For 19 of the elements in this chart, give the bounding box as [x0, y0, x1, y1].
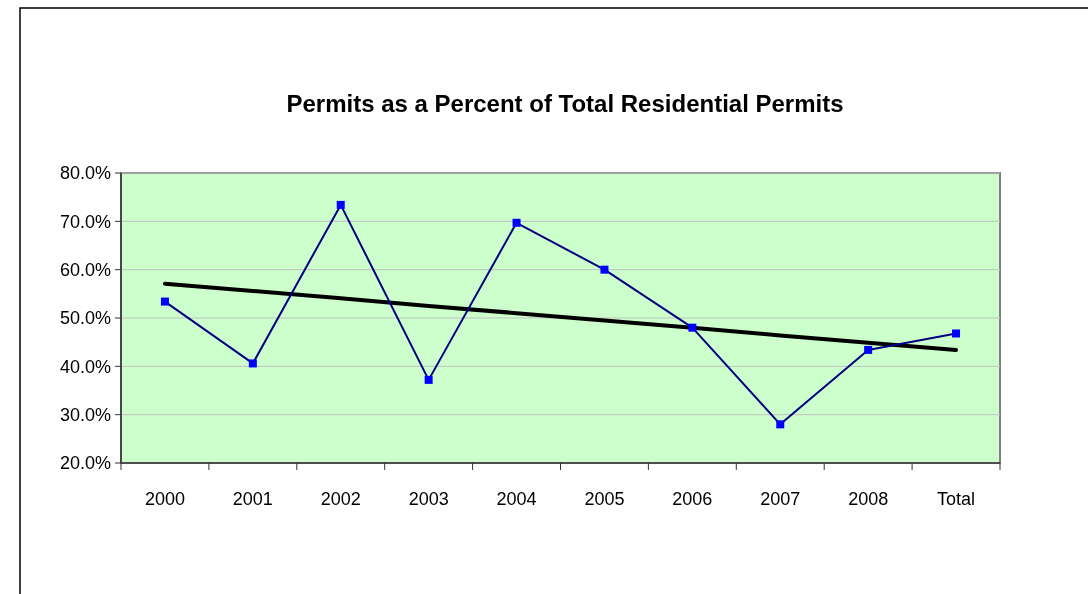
x-tick-label: 2008: [848, 489, 889, 509]
y-tick-label: 80.0%: [59, 163, 111, 184]
x-tick-label: 2005: [584, 489, 625, 509]
x-tick-label: Total: [937, 489, 976, 509]
chart-title: Permits as a Percent of Total Residential Permits: [286, 90, 844, 117]
x-tick-label: 2002: [320, 489, 361, 509]
x-tick-label: 2007: [760, 489, 801, 509]
y-tick-label: 50.0%: [59, 308, 111, 329]
x-tick-label: 2006: [672, 489, 713, 509]
y-tick-label: 20.0%: [59, 453, 111, 474]
y-tick-label: 40.0%: [59, 356, 111, 377]
x-tick-label: 2001: [232, 489, 273, 509]
x-tick-label: 2000: [144, 489, 185, 509]
y-tick-label: 60.0%: [59, 259, 111, 280]
y-tick-label: 70.0%: [59, 211, 111, 232]
line-series: [162, 281, 959, 352]
x-tick-label: 2003: [408, 489, 449, 509]
y-tick-label: 30.0%: [59, 404, 111, 425]
x-tick-label: 2004: [496, 489, 537, 509]
